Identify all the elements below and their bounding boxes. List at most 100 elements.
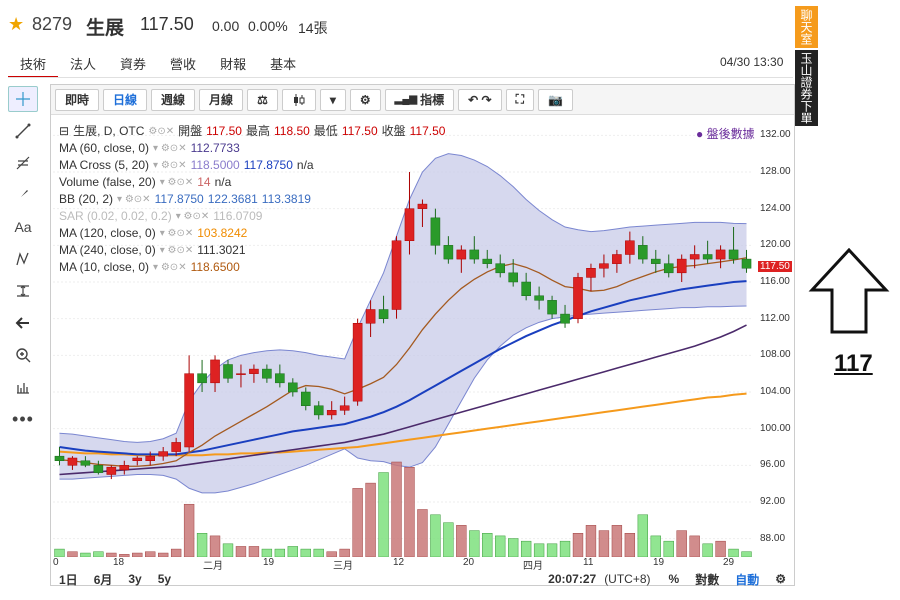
text-tool-icon[interactable]: Aa <box>14 219 32 235</box>
range-3y-button[interactable]: 3y <box>128 572 142 586</box>
period-intraday-button[interactable]: 即時 <box>55 88 100 111</box>
open-value: 117.50 <box>206 124 242 138</box>
crosshair-icon[interactable] <box>8 86 38 112</box>
x-tick-label: 20 <box>463 557 475 568</box>
volume-bar <box>559 540 571 557</box>
volume-bar <box>248 546 260 557</box>
pattern-icon[interactable] <box>8 246 38 272</box>
candle-body <box>482 258 493 264</box>
auto-scale-button[interactable]: 自動 <box>735 572 760 587</box>
after-hours-data[interactable]: ● 盤後數據 <box>696 127 755 141</box>
legend-settings-icons[interactable]: ▾ ⚙⊙✕ <box>175 211 210 222</box>
percent-scale-button[interactable]: % <box>668 572 680 586</box>
volume-bar <box>482 533 493 557</box>
volume-bar <box>300 548 311 557</box>
chat-room-button[interactable]: 聊天室 <box>795 6 818 48</box>
candle-body <box>262 368 272 379</box>
candle-body <box>67 457 78 466</box>
indicators-button[interactable]: ▂▄▆ 指標 <box>384 88 455 111</box>
range-6m-button[interactable]: 6月 <box>93 572 113 587</box>
legend-volume: Volume (false, 20) ▾ ⚙⊙✕ 14 n/a <box>59 174 445 191</box>
fibonacci-icon[interactable] <box>8 150 38 176</box>
tab-revenue[interactable]: 營收 <box>170 57 197 72</box>
legend-ma60: MA (60, close, 0) ▾ ⚙⊙✕ 112.7733 <box>59 140 445 157</box>
legend-settings-icons[interactable]: ▾ ⚙⊙✕ <box>153 262 187 273</box>
collapse-icon[interactable]: ⊟ <box>59 124 70 138</box>
candle-body <box>663 263 674 274</box>
volume-bar <box>469 530 480 557</box>
candle-body <box>612 254 622 264</box>
settings-gear-icon[interactable]: ⚙ <box>349 88 381 111</box>
candle-body <box>599 263 609 269</box>
legend-settings-icons[interactable]: ▾ ⚙⊙✕ <box>159 228 194 239</box>
fullscreen-icon[interactable]: ⛶ <box>505 88 534 111</box>
chart-bottom-bar: 1日 6月 3y 5y 20:07:27 (UTC+8) % 對數 自動 ⚙ <box>51 571 794 587</box>
bb-value-2: 122.3681 <box>207 192 258 206</box>
candle-body <box>275 373 285 384</box>
candle-body <box>288 382 298 393</box>
period-monthly-button[interactable]: 月線 <box>199 88 244 111</box>
timezone[interactable]: (UTC+8) <box>604 572 651 586</box>
legend-settings-icons[interactable]: ⚙⊙✕ <box>148 126 175 137</box>
candle-body <box>404 208 415 241</box>
legend-settings-icons[interactable]: ▾ ⚙⊙✕ <box>117 194 151 205</box>
volume-bar <box>689 535 700 557</box>
x-tick-label: 29 <box>723 557 735 568</box>
price-note: 117 <box>834 350 873 377</box>
stock-code: 8279 <box>32 14 73 34</box>
candle-body <box>508 272 518 283</box>
close-value: 117.50 <box>409 124 446 138</box>
volume-bar <box>274 548 286 557</box>
range-5y-button[interactable]: 5y <box>157 572 172 586</box>
ruler-icon[interactable] <box>8 374 38 400</box>
x-tick-label: 19 <box>263 557 275 568</box>
volume-bar <box>637 514 648 557</box>
candle-body <box>378 309 389 319</box>
volume-bar <box>365 482 376 557</box>
period-weekly-button[interactable]: 週線 <box>151 88 196 111</box>
candle-body <box>132 457 143 461</box>
volume-bar <box>546 543 558 557</box>
tab-institutional[interactable]: 法人 <box>70 57 97 72</box>
legend-settings-icons[interactable]: ▾ ⚙⊙✕ <box>153 143 187 154</box>
arrow-left-icon[interactable] <box>8 310 38 336</box>
volume-bar <box>145 551 156 557</box>
candle-body <box>573 277 583 319</box>
range-1d-button[interactable]: 1日 <box>59 572 78 587</box>
current-price-tag: 117.50 <box>758 261 792 273</box>
price-chart-plot[interactable] <box>53 117 753 557</box>
compare-scale-icon[interactable]: ⚖ <box>247 88 278 111</box>
legend-settings-icons[interactable]: ▾ ⚙⊙✕ <box>153 160 187 171</box>
tab-basic[interactable]: 基本 <box>270 57 297 72</box>
log-scale-button[interactable]: 對數 <box>695 572 720 587</box>
broker-order-button[interactable]: 玉山證券下單 <box>795 50 818 126</box>
chart-type-icon[interactable] <box>281 88 316 111</box>
volume-bar <box>430 514 441 557</box>
close-label: 收盤 <box>381 124 406 138</box>
low-value: 117.50 <box>341 124 378 138</box>
tabs-divider <box>8 77 793 78</box>
zoom-icon[interactable] <box>8 342 38 368</box>
more-icon[interactable]: ••• <box>12 408 34 429</box>
brush-icon[interactable] <box>8 182 38 208</box>
date-axis[interactable]: 0 18 二月 19 三月 12 20 四月 11 19 29 <box>53 557 753 572</box>
measure-icon[interactable] <box>8 278 38 304</box>
favorite-star-icon[interactable]: ★ <box>8 14 25 34</box>
legend-settings-icons[interactable]: ▾ ⚙⊙✕ <box>159 245 194 256</box>
trend-line-icon[interactable] <box>8 118 38 144</box>
tab-technical[interactable]: 技術 <box>8 52 59 78</box>
clock-time: 20:07:27 <box>548 572 597 586</box>
tab-financials[interactable]: 財報 <box>220 57 247 72</box>
tab-margin[interactable]: 資券 <box>120 57 147 72</box>
candle-body <box>145 455 156 461</box>
period-daily-button[interactable]: 日線 <box>103 88 148 111</box>
candle-body <box>430 217 441 246</box>
legend-settings-icons[interactable]: ▾ ⚙⊙✕ <box>159 177 194 188</box>
chart-toolbar: 即時 日線 週線 月線 ⚖ ▾ ⚙ ▂▄▆ 指標 ↶ ↷ ⛶ 📷 <box>51 85 794 115</box>
camera-icon[interactable]: 📷 <box>537 88 573 111</box>
chart-type-dropdown-icon[interactable]: ▾ <box>319 88 346 111</box>
price-change: 0.00 <box>212 18 240 34</box>
undo-icon[interactable]: ↶ ↷ <box>458 88 502 111</box>
axis-settings-gear-icon[interactable]: ⚙ <box>775 572 786 586</box>
price-axis[interactable]: 132.00 128.00 124.00 120.00 116.00 112.00 108.… <box>756 117 796 557</box>
